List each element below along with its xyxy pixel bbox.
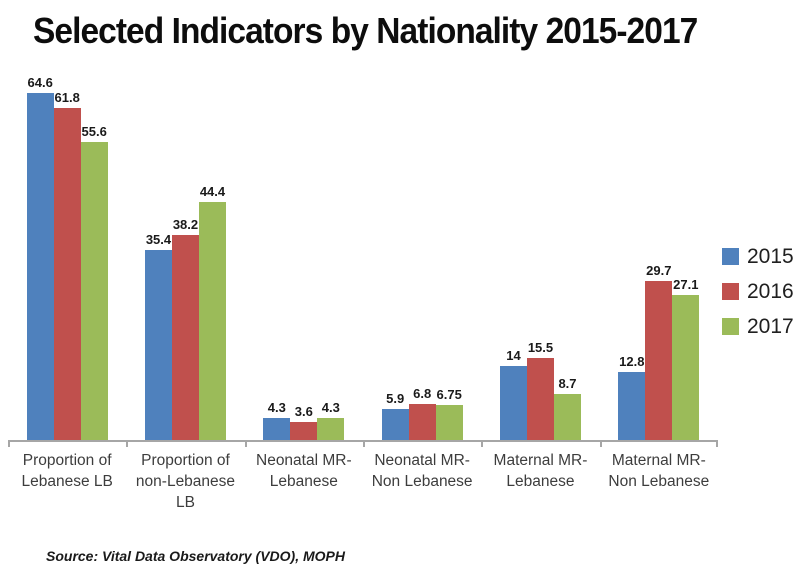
axis-tick (481, 442, 483, 447)
bar-2016 (526, 357, 554, 441)
source-note: Source: Vital Data Observatory (VDO), MO… (46, 548, 345, 564)
axis-tick (8, 442, 10, 447)
bar-value-label: 14 (506, 347, 521, 363)
x-axis-line (8, 440, 718, 447)
legend-swatch-icon (722, 248, 739, 265)
axis-tick (363, 442, 365, 447)
bar-2016 (171, 235, 199, 441)
bar-value-label: 8.7 (558, 376, 577, 392)
bar-value-label: 61.8 (54, 90, 80, 106)
bar-2017 (672, 295, 700, 441)
bar-group: 35.4 38.2 44.4 (126, 64, 244, 441)
bar-2017 (553, 394, 581, 441)
bar-2017 (80, 141, 108, 441)
bar-value-label: 27.1 (673, 277, 699, 293)
bar-group: 4.3 3.6 4.3 (245, 64, 363, 441)
bar-value-label: 15.5 (527, 339, 554, 355)
chart-title: Selected Indicators by Nationality 2015-… (33, 10, 698, 51)
legend-item-2016: 2016 (722, 281, 794, 302)
bar-group: 12.8 29.7 27.1 (600, 64, 718, 441)
bar-2016 (645, 281, 673, 441)
category-label: Proportion of non-Lebanese LB (135, 452, 236, 511)
legend: 2015 2016 2017 (722, 246, 794, 337)
bar-value-label: 64.6 (27, 75, 53, 91)
bar-value-label: 44.4 (199, 183, 226, 199)
bar-2015 (618, 372, 646, 441)
category-label: Neonatal MR-Lebanese (256, 452, 352, 490)
bar-group: 5.9 6.8 6.75 (363, 64, 481, 441)
category-label: Maternal MR-Lebanese (493, 452, 588, 490)
legend-label: 2016 (747, 280, 794, 303)
bar-value-label: 29.7 (646, 263, 672, 279)
legend-item-2017: 2017 (722, 316, 794, 337)
bar-2017 (198, 201, 226, 441)
category-label: Maternal MR-Non Lebanese (608, 452, 710, 490)
bar-2015 (263, 417, 291, 441)
bar-value-label: 12.8 (619, 354, 645, 370)
plot-area: 64.6 61.8 55.6 35.4 38.2 44.4 4.3 3.6 4.3 5.9 6.8 6… (8, 64, 718, 441)
bar-value-label: 55.6 (81, 123, 107, 139)
legend-item-2015: 2015 (722, 246, 794, 267)
bar-value-label: 5.9 (386, 391, 405, 407)
bar-2016 (53, 108, 81, 441)
bar-value-label: 6.8 (413, 386, 432, 402)
bar-2015 (26, 93, 54, 441)
bar-2015 (144, 250, 172, 441)
category-label: Proportion of Lebanese LB (21, 452, 113, 490)
axis-tick (126, 442, 128, 447)
axis-tick (245, 442, 247, 447)
x-axis-labels: Proportion of Lebanese LB Proportion of n… (8, 450, 718, 513)
axis-tick (716, 442, 718, 447)
bar-2015 (381, 409, 409, 441)
legend-swatch-icon (722, 318, 739, 335)
bar-value-label: 3.6 (294, 403, 313, 419)
bar-value-label: 35.4 (145, 232, 172, 248)
legend-label: 2015 (747, 245, 794, 268)
bar-group: 14 15.5 8.7 (481, 64, 599, 441)
bar-2017 (317, 417, 345, 441)
bar-2015 (499, 365, 527, 441)
legend-swatch-icon (722, 283, 739, 300)
bar-2016 (290, 421, 318, 441)
category-label: Neonatal MR-Non Lebanese (371, 452, 473, 490)
bar-2016 (408, 404, 436, 441)
bar-value-label: 6.75 (436, 386, 462, 402)
bar-2017 (435, 404, 463, 441)
bar-group: 64.6 61.8 55.6 (8, 64, 126, 441)
bar-value-label: 4.3 (267, 399, 286, 415)
legend-label: 2017 (747, 315, 794, 338)
bar-value-label: 38.2 (172, 217, 199, 233)
axis-tick (600, 442, 602, 447)
bar-value-label: 4.3 (321, 399, 340, 415)
